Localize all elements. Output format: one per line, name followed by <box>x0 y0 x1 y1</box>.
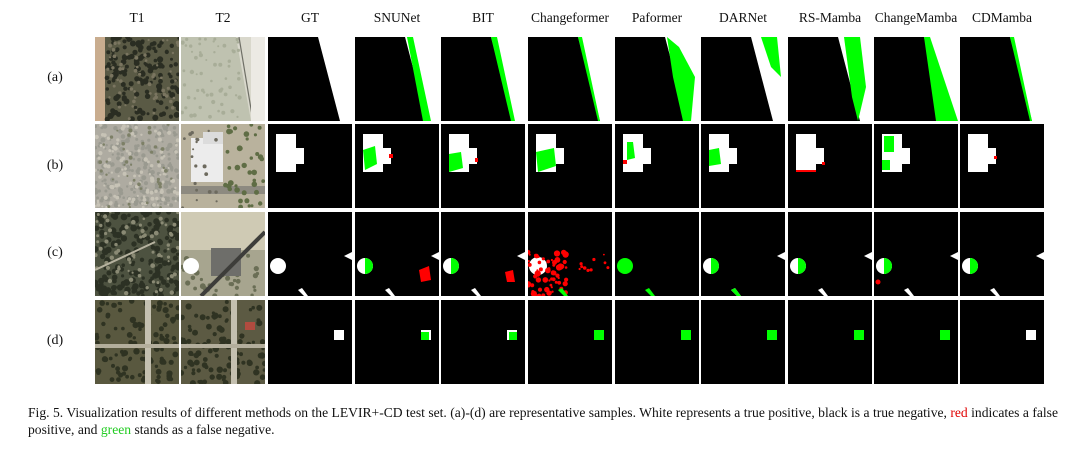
map-changemamba-d <box>874 300 958 384</box>
map-darnet-d <box>701 300 785 384</box>
map-bit-c <box>441 212 525 296</box>
column-header-rs-mamba: RS-Mamba <box>798 10 862 25</box>
column-header-darnet: DARNet <box>719 10 767 25</box>
column-header-paformer: Paformer <box>631 10 683 25</box>
map-bit-a <box>441 37 525 121</box>
map-cdmamba-d <box>960 300 1044 384</box>
column-header-changeformer: Changeformer <box>531 10 609 25</box>
column-header-gt: GT <box>301 10 319 25</box>
map-gt-c <box>268 212 352 296</box>
map-changemamba-c <box>874 212 958 296</box>
map-bit-d <box>441 300 525 384</box>
caption-red-word: red <box>950 405 968 420</box>
map-rs-mamba-c <box>788 212 872 296</box>
image-t1-d <box>95 300 179 384</box>
column-header-t1: T1 <box>129 10 145 25</box>
map-gt-a <box>268 37 352 121</box>
map-darnet-b <box>701 124 785 208</box>
image-t2-a <box>181 37 265 121</box>
row-label-b: (b) <box>46 158 64 173</box>
map-snunet-d <box>355 300 439 384</box>
row-label-a: (a) <box>47 70 63 85</box>
map-paformer-c <box>615 212 699 296</box>
row-label-d: (d) <box>46 333 64 348</box>
map-paformer-a <box>615 37 699 121</box>
image-t1-a <box>95 37 179 121</box>
map-cdmamba-a <box>960 37 1044 121</box>
image-t1-c <box>95 212 179 296</box>
map-cdmamba-c <box>960 212 1044 296</box>
row-label-c: (c) <box>47 245 63 260</box>
map-changeformer-a <box>528 37 612 121</box>
column-header-changemamba: ChangeMamba <box>874 10 958 25</box>
map-snunet-b <box>355 124 439 208</box>
map-changemamba-a <box>874 37 958 121</box>
image-t1-b <box>95 124 179 208</box>
caption-text-1: Fig. 5. Visualization results of differe… <box>28 405 951 420</box>
map-paformer-b <box>615 124 699 208</box>
map-changeformer-d <box>528 300 612 384</box>
map-changemamba-b <box>874 124 958 208</box>
map-rs-mamba-b <box>788 124 872 208</box>
image-t2-d <box>181 300 265 384</box>
map-darnet-c <box>701 212 785 296</box>
map-rs-mamba-a <box>788 37 872 121</box>
map-snunet-a <box>355 37 439 121</box>
map-darnet-a <box>701 37 785 121</box>
image-t2-c <box>181 212 265 296</box>
column-header-t2: T2 <box>215 10 231 25</box>
caption-text-2: indicates a false positive, and <box>28 405 1058 437</box>
map-snunet-c <box>355 212 439 296</box>
caption-green-word: green <box>100 422 132 437</box>
image-t2-b <box>181 124 265 208</box>
column-header-bit: BIT <box>472 10 494 25</box>
map-rs-mamba-d <box>788 300 872 384</box>
map-changeformer-b <box>528 124 612 208</box>
map-gt-b <box>268 124 352 208</box>
map-bit-b <box>441 124 525 208</box>
map-gt-d <box>268 300 352 384</box>
map-cdmamba-b <box>960 124 1044 208</box>
column-header-snunet: SNUNet <box>373 10 421 25</box>
caption-text-3: stands as a false negative. <box>131 422 275 437</box>
column-header-cdmamba: CDMamba <box>972 10 1032 25</box>
figure-caption: Fig. 5. Visualization results of differe… <box>28 404 1058 438</box>
map-changeformer-c <box>528 212 612 296</box>
map-paformer-d <box>615 300 699 384</box>
